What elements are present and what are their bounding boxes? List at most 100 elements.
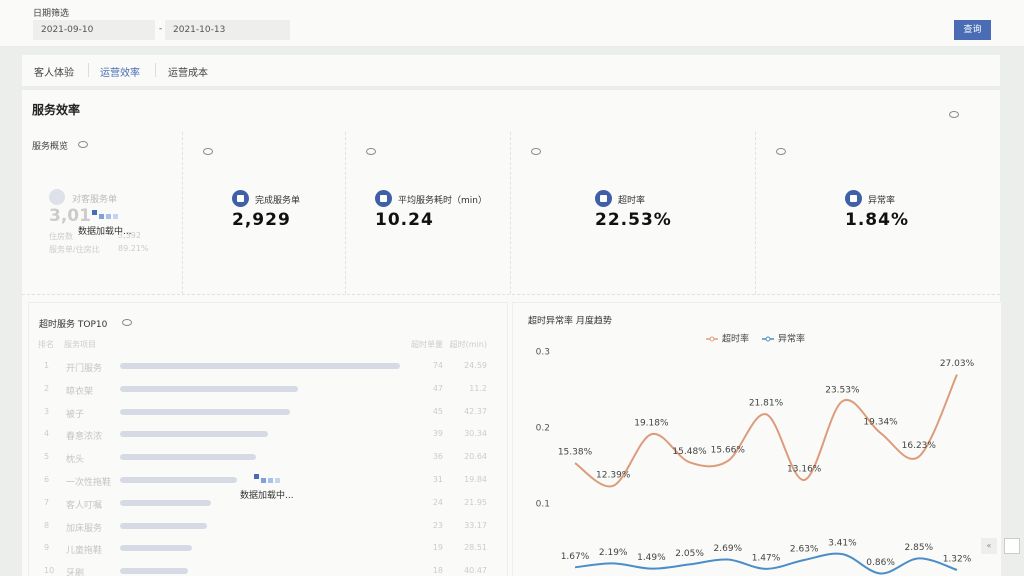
overview-title: 服务概览 (32, 142, 69, 152)
service-name: 儿童拖鞋 (66, 546, 103, 557)
data-label: 15.38% (558, 448, 593, 458)
card-value: 2,929 (232, 210, 291, 230)
card-icon-glyph (380, 195, 387, 202)
tab[interactable]: 运营成本 (168, 68, 208, 79)
data-label: 2.85% (905, 543, 934, 553)
service-name: 春意浓浓 (66, 432, 103, 443)
eye-icon[interactable] (776, 148, 786, 155)
series-line (574, 374, 958, 488)
count: 24 (432, 497, 443, 507)
legend-label[interactable]: 异常率 (778, 333, 805, 345)
service-name: 一次性拖鞋 (66, 478, 112, 488)
tab-active[interactable]: 运营效率 (100, 68, 140, 79)
minutes: 30.34 (464, 429, 487, 439)
date-separator: - (159, 24, 163, 34)
card-value: 3,01 (49, 206, 91, 226)
minutes: 40.47 (464, 566, 487, 576)
card-icon-glyph (850, 195, 857, 202)
bar (120, 522, 208, 529)
legend-marker (765, 336, 771, 342)
start-date[interactable]: 2021-09-10 (33, 20, 155, 40)
table-header: 超时单量 (411, 340, 443, 349)
data-label: 21.81% (749, 399, 784, 409)
data-label: 2.19% (599, 548, 628, 558)
bar (120, 431, 268, 438)
service-name: 客人叮嘱 (66, 500, 103, 511)
count: 45 (432, 406, 443, 416)
card-row-value: 3,392 (118, 231, 141, 240)
rank: 9 (44, 543, 50, 553)
service-name: 开门服务 (66, 364, 103, 374)
data-label: 27.03% (940, 359, 975, 369)
data-label: 2.69% (714, 544, 743, 554)
loading-text: 数据加载中... (78, 227, 132, 237)
card-divider (345, 132, 346, 294)
chart-panel (512, 302, 1002, 576)
end-date[interactable]: 2021-10-13 (165, 20, 290, 40)
side-button[interactable] (1004, 538, 1020, 554)
card-label: 对客服务单 (72, 195, 118, 205)
card-icon-glyph (600, 195, 607, 202)
eye-icon[interactable] (366, 148, 376, 155)
table-header: 服务项目 (64, 340, 96, 349)
collapse-button[interactable]: « (981, 538, 997, 554)
count: 47 (432, 383, 443, 393)
bar (120, 545, 192, 552)
data-label: 16.23% (902, 441, 937, 451)
data-label: 3.41% (828, 539, 857, 549)
service-name: 被子 (66, 409, 85, 420)
table-header: 超时(min) (449, 340, 487, 349)
minutes: 28.51 (464, 543, 487, 553)
rank: 3 (44, 406, 50, 416)
y-tick-label: 0.3 (536, 348, 550, 358)
loading-dot (99, 214, 104, 219)
card-label: 完成服务单 (255, 196, 301, 206)
loading-dot (92, 210, 97, 215)
eye-icon[interactable] (122, 319, 132, 326)
card-row-label: 服务单/住房比 (49, 245, 100, 254)
loading-text: 数据加载中... (240, 491, 294, 501)
card-value: 22.53% (595, 210, 672, 230)
bar (120, 363, 400, 369)
filter-label: 日期筛选 (33, 9, 70, 19)
data-label: 1.47% (752, 553, 781, 563)
card-label: 异常率 (868, 196, 896, 206)
data-label: 12.39% (596, 470, 631, 480)
query-button[interactable]: 查询 (954, 20, 991, 40)
minutes: 42.37 (464, 406, 487, 416)
rank: 8 (44, 520, 50, 530)
data-label: 15.48% (672, 447, 707, 457)
loading-dot (268, 478, 273, 483)
eye-icon[interactable] (203, 148, 213, 155)
data-label: 15.66% (711, 445, 746, 455)
eye-icon[interactable] (78, 141, 88, 148)
data-label: 2.63% (790, 545, 819, 555)
loading-dot (113, 214, 118, 219)
eye-icon[interactable] (949, 111, 959, 118)
tab-bar: 客人体验 运营效率 运营成本 (22, 55, 1000, 86)
minutes: 20.64 (464, 452, 487, 462)
bar (120, 408, 291, 415)
rank: 10 (44, 566, 55, 576)
minutes: 11.2 (469, 383, 487, 393)
service-name: 加床服务 (66, 523, 103, 534)
card-divider (510, 132, 511, 294)
tab[interactable]: 客人体验 (34, 68, 74, 79)
count: 39 (432, 429, 443, 439)
legend-label[interactable]: 超时率 (722, 333, 749, 345)
card-value: 1.84% (845, 210, 909, 230)
data-label: 23.53% (825, 386, 860, 396)
loading-dot (261, 478, 266, 483)
card-label: 超时率 (618, 196, 646, 206)
data-label: 2.05% (675, 549, 704, 559)
card-icon-faded (49, 189, 65, 205)
legend-marker (709, 336, 715, 342)
eye-icon[interactable] (531, 148, 541, 155)
service-name: 牙刷 (66, 569, 85, 576)
top10-panel: 超时服务 TOP10 (28, 302, 508, 576)
chart-title: 超时异常率 月度趋势 (528, 315, 612, 327)
service-name: 枕头 (66, 455, 85, 466)
data-label: 0.86% (866, 558, 895, 568)
card-icon-glyph (237, 195, 244, 202)
